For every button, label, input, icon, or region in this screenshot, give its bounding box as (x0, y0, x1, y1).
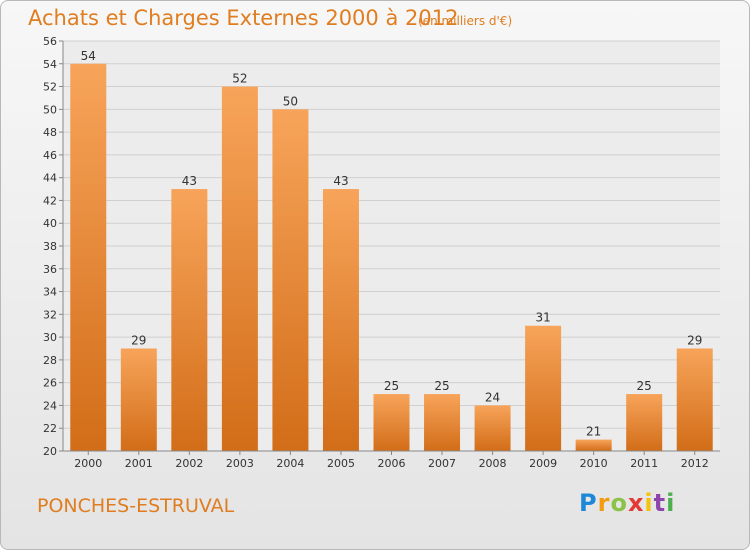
logo-letter: P (579, 489, 598, 517)
x-tick-label-2006: 2006 (378, 457, 406, 470)
y-tick-label: 48 (43, 126, 57, 139)
bar-2003 (221, 86, 258, 452)
bar-2009 (525, 325, 562, 451)
x-tick-label-2011: 2011 (630, 457, 658, 470)
x-tick-label-2003: 2003 (226, 457, 254, 470)
y-tick-label: 54 (43, 58, 57, 71)
value-label-2012: 29 (687, 334, 702, 348)
value-label-2008: 24 (485, 390, 500, 404)
bar-2008 (474, 405, 511, 451)
bar-2004 (272, 109, 309, 451)
logo-letter: i (666, 489, 676, 517)
value-label-2002: 43 (182, 174, 197, 188)
proxiti-logo: Proxiti (579, 489, 675, 517)
y-tick-label: 34 (43, 286, 57, 299)
y-tick-label: 26 (43, 377, 57, 390)
x-tick-label-2002: 2002 (175, 457, 203, 470)
bar-2010 (575, 439, 612, 451)
y-tick-label: 30 (43, 331, 57, 344)
value-label-2005: 43 (333, 174, 348, 188)
logo-letter: i (644, 489, 654, 517)
bar-2005 (322, 189, 359, 452)
y-tick-label: 28 (43, 354, 57, 367)
bar-2000 (70, 63, 107, 452)
y-tick-label: 46 (43, 149, 57, 162)
logo-letter: t (653, 489, 667, 517)
value-label-2000: 54 (81, 49, 96, 63)
bar-2001 (120, 348, 157, 451)
logo-letter: x (627, 489, 645, 517)
axes: 20 22 24 26 28 30 32 34 36 38 40 42 44 46 48 50 52 54 56 20… (43, 35, 720, 470)
x-tick-label-2005: 2005 (327, 457, 355, 470)
y-tick-label: 20 (43, 445, 57, 458)
y-tick-label: 32 (43, 308, 57, 321)
value-label-2010: 21 (586, 425, 601, 439)
chart-title: Achats et Charges Externes 2000 à 2012 (28, 6, 459, 30)
y-tick-label: 42 (43, 194, 57, 207)
bars: 54 29 43 52 50 43 25 25 24 31 21 25 29 (70, 49, 713, 452)
x-tick-label-2008: 2008 (479, 457, 507, 470)
bar-2011 (626, 394, 663, 451)
unit-label: (en milliers d'€) (418, 14, 513, 28)
commune-name: PONCHES-ESTRUVAL (37, 495, 235, 517)
bar-2002 (171, 189, 208, 452)
value-label-2006: 25 (384, 379, 399, 393)
value-label-2001: 29 (131, 334, 146, 348)
y-tick-label: 38 (43, 240, 57, 253)
x-tick-label-2007: 2007 (428, 457, 456, 470)
bar-2007 (424, 394, 461, 451)
value-label-2003: 52 (232, 72, 247, 86)
y-tick-label: 22 (43, 422, 57, 435)
logo-letter: o (610, 489, 628, 517)
x-tick-label-2012: 2012 (681, 457, 709, 470)
value-label-2007: 25 (434, 379, 449, 393)
y-tick-label: 24 (43, 399, 57, 412)
logo-letter: r (597, 489, 611, 517)
y-tick-label: 40 (43, 217, 57, 230)
value-label-2009: 31 (535, 311, 550, 325)
x-tick-label-2004: 2004 (276, 457, 304, 470)
bar-2012 (676, 348, 713, 451)
x-tick-label-2000: 2000 (74, 457, 102, 470)
bar-2006 (373, 394, 410, 451)
y-tick-label: 44 (43, 172, 57, 185)
y-tick-label: 56 (43, 35, 57, 48)
y-tick-label: 50 (43, 103, 57, 116)
y-tick-label: 36 (43, 263, 57, 276)
x-tick-label-2009: 2009 (529, 457, 557, 470)
value-label-2011: 25 (637, 379, 652, 393)
x-tick-label-2001: 2001 (125, 457, 153, 470)
y-tick-label: 52 (43, 81, 57, 94)
x-tick-label-2010: 2010 (580, 457, 608, 470)
value-label-2004: 50 (283, 94, 298, 108)
